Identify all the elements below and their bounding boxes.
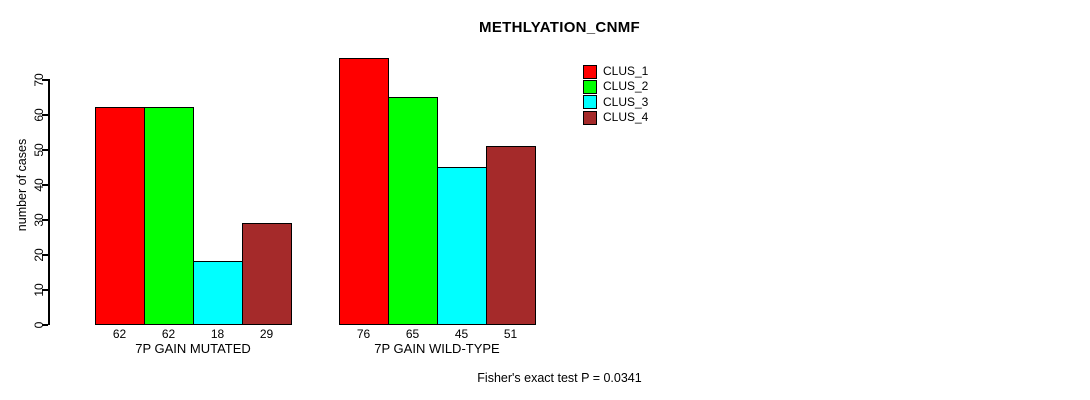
legend-entry-clus_2: CLUS_2: [583, 79, 649, 94]
y-tick-label: 30: [32, 212, 46, 227]
y-tick-label: 70: [32, 72, 46, 87]
y-tick-mark: [42, 289, 48, 291]
y-tick-mark: [42, 149, 48, 151]
y-tick-mark: [42, 114, 48, 116]
y-axis-label: number of cases: [15, 138, 29, 232]
legend-entry-clus_4: CLUS_4: [583, 110, 649, 125]
legend-label: CLUS_1: [603, 64, 649, 78]
legend-swatch-clus_4: [583, 110, 597, 125]
legend-label: CLUS_4: [603, 110, 649, 125]
bar-value-label: 45: [454, 327, 469, 341]
bar-clus_1-group2: [339, 58, 389, 325]
bar-clus_2-group2: [388, 96, 438, 325]
bar-value-label: 62: [112, 327, 127, 341]
y-tick-label: 0: [32, 321, 46, 328]
bar-value-label: 29: [259, 327, 274, 341]
bar-value-label: 65: [405, 327, 420, 341]
bar-value-label: 51: [503, 327, 518, 341]
legend-label: CLUS_2: [603, 79, 649, 94]
bar-clus_3-group2: [437, 166, 487, 325]
y-tick-label: 40: [32, 177, 46, 192]
y-tick-mark: [42, 219, 48, 221]
legend-entry-clus_3: CLUS_3: [583, 94, 649, 110]
bar-value-label: 76: [356, 327, 371, 341]
legend-swatch-clus_2: [583, 79, 597, 94]
bar-clus_2-group1: [144, 107, 194, 325]
bar-value-label: 62: [161, 327, 176, 341]
group-label-2: 7P GAIN WILD-TYPE: [374, 341, 500, 356]
y-tick-mark: [42, 254, 48, 256]
legend-swatch-clus_1: [583, 64, 597, 79]
group-label-1: 7P GAIN MUTATED: [135, 341, 251, 356]
bar-value-label: 18: [210, 327, 225, 341]
bar-clus_3-group1: [193, 261, 243, 325]
y-tick-mark: [42, 184, 48, 186]
y-tick-mark: [42, 324, 48, 326]
y-tick-label: 50: [32, 142, 46, 157]
chart-title: METHLYATION_CNMF: [479, 19, 640, 36]
y-tick-label: 10: [32, 282, 46, 297]
legend-label: CLUS_3: [603, 94, 649, 109]
fisher-test-note: Fisher's exact test P = 0.0341: [477, 371, 642, 385]
bar-clus_4-group2: [486, 145, 536, 325]
y-axis-line: [48, 79, 50, 325]
y-tick-label: 20: [32, 247, 46, 262]
y-tick-label: 60: [32, 107, 46, 122]
legend-swatch-clus_3: [583, 95, 597, 110]
bar-clus_1-group1: [95, 107, 145, 325]
legend: CLUS_1 CLUS_2 CLUS_3 CLUS_4: [583, 64, 649, 127]
y-tick-mark: [42, 79, 48, 81]
bar-clus_4-group1: [242, 222, 292, 325]
legend-entry-clus_1: CLUS_1: [583, 64, 649, 79]
